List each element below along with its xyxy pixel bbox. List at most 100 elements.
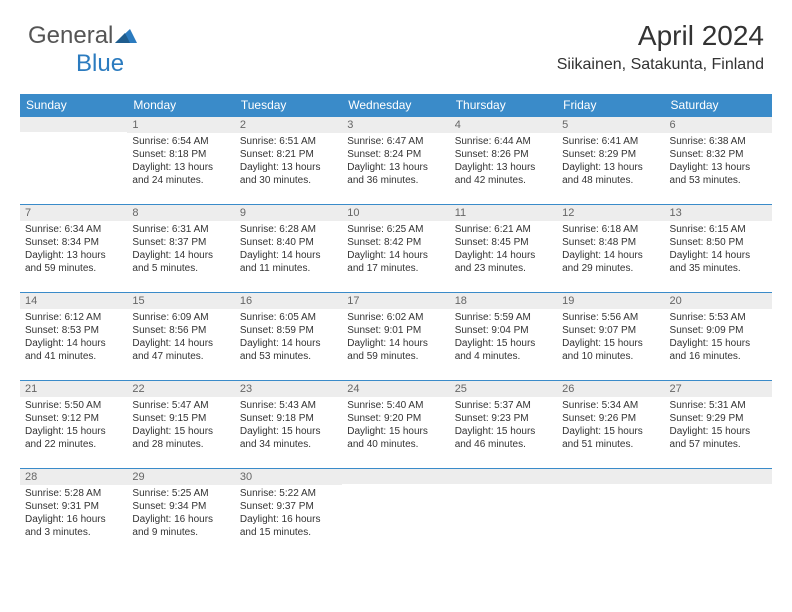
calendar-cell: 9Sunrise: 6:28 AMSunset: 8:40 PMDaylight… (235, 205, 342, 293)
sunset-text: Sunset: 9:37 PM (240, 500, 337, 513)
calendar-cell: 29Sunrise: 5:25 AMSunset: 9:34 PMDayligh… (127, 469, 234, 549)
daylight-text: Daylight: 14 hours and 29 minutes. (562, 249, 659, 275)
day-details: Sunrise: 5:40 AMSunset: 9:20 PMDaylight:… (342, 397, 449, 454)
day-number: 20 (665, 293, 772, 309)
sunset-text: Sunset: 8:21 PM (240, 148, 337, 161)
sunset-text: Sunset: 9:20 PM (347, 412, 444, 425)
calendar-cell: 15Sunrise: 6:09 AMSunset: 8:56 PMDayligh… (127, 293, 234, 381)
calendar-cell: 20Sunrise: 5:53 AMSunset: 9:09 PMDayligh… (665, 293, 772, 381)
day-details: Sunrise: 5:28 AMSunset: 9:31 PMDaylight:… (20, 485, 127, 542)
day-number: 7 (20, 205, 127, 221)
calendar-week-row: 1Sunrise: 6:54 AMSunset: 8:18 PMDaylight… (20, 117, 772, 205)
calendar-cell: 10Sunrise: 6:25 AMSunset: 8:42 PMDayligh… (342, 205, 449, 293)
calendar-cell: 5Sunrise: 6:41 AMSunset: 8:29 PMDaylight… (557, 117, 664, 205)
daylight-text: Daylight: 15 hours and 34 minutes. (240, 425, 337, 451)
day-number (342, 469, 449, 484)
sunset-text: Sunset: 8:53 PM (25, 324, 122, 337)
daylight-text: Daylight: 13 hours and 48 minutes. (562, 161, 659, 187)
sunset-text: Sunset: 8:37 PM (132, 236, 229, 249)
day-number: 19 (557, 293, 664, 309)
sunrise-text: Sunrise: 5:34 AM (562, 399, 659, 412)
day-details: Sunrise: 5:43 AMSunset: 9:18 PMDaylight:… (235, 397, 342, 454)
sunset-text: Sunset: 9:18 PM (240, 412, 337, 425)
daylight-text: Daylight: 14 hours and 53 minutes. (240, 337, 337, 363)
day-number: 6 (665, 117, 772, 133)
daylight-text: Daylight: 15 hours and 28 minutes. (132, 425, 229, 451)
daylight-text: Daylight: 15 hours and 22 minutes. (25, 425, 122, 451)
calendar-cell: 16Sunrise: 6:05 AMSunset: 8:59 PMDayligh… (235, 293, 342, 381)
calendar-cell: 13Sunrise: 6:15 AMSunset: 8:50 PMDayligh… (665, 205, 772, 293)
day-details: Sunrise: 6:47 AMSunset: 8:24 PMDaylight:… (342, 133, 449, 190)
day-number: 26 (557, 381, 664, 397)
day-number: 4 (450, 117, 557, 133)
day-details: Sunrise: 6:18 AMSunset: 8:48 PMDaylight:… (557, 221, 664, 278)
sunrise-text: Sunrise: 5:25 AM (132, 487, 229, 500)
day-details: Sunrise: 6:05 AMSunset: 8:59 PMDaylight:… (235, 309, 342, 366)
sunrise-text: Sunrise: 5:31 AM (670, 399, 767, 412)
day-number: 25 (450, 381, 557, 397)
calendar-cell: 12Sunrise: 6:18 AMSunset: 8:48 PMDayligh… (557, 205, 664, 293)
day-number: 3 (342, 117, 449, 133)
sunrise-text: Sunrise: 5:40 AM (347, 399, 444, 412)
day-number: 21 (20, 381, 127, 397)
day-number (20, 117, 127, 132)
day-details: Sunrise: 5:53 AMSunset: 9:09 PMDaylight:… (665, 309, 772, 366)
sunset-text: Sunset: 8:40 PM (240, 236, 337, 249)
day-number: 27 (665, 381, 772, 397)
sunset-text: Sunset: 8:29 PM (562, 148, 659, 161)
calendar-cell (450, 469, 557, 549)
sunset-text: Sunset: 8:42 PM (347, 236, 444, 249)
day-details: Sunrise: 5:25 AMSunset: 9:34 PMDaylight:… (127, 485, 234, 542)
daylight-text: Daylight: 14 hours and 35 minutes. (670, 249, 767, 275)
sunrise-text: Sunrise: 5:50 AM (25, 399, 122, 412)
weekday-header: Tuesday (235, 94, 342, 117)
calendar-cell: 3Sunrise: 6:47 AMSunset: 8:24 PMDaylight… (342, 117, 449, 205)
day-number: 13 (665, 205, 772, 221)
calendar-cell: 30Sunrise: 5:22 AMSunset: 9:37 PMDayligh… (235, 469, 342, 549)
weekday-header: Saturday (665, 94, 772, 117)
sunset-text: Sunset: 8:26 PM (455, 148, 552, 161)
daylight-text: Daylight: 14 hours and 5 minutes. (132, 249, 229, 275)
sunrise-text: Sunrise: 6:18 AM (562, 223, 659, 236)
calendar-cell: 24Sunrise: 5:40 AMSunset: 9:20 PMDayligh… (342, 381, 449, 469)
daylight-text: Daylight: 15 hours and 51 minutes. (562, 425, 659, 451)
day-details: Sunrise: 5:37 AMSunset: 9:23 PMDaylight:… (450, 397, 557, 454)
calendar-week-row: 7Sunrise: 6:34 AMSunset: 8:34 PMDaylight… (20, 205, 772, 293)
day-details: Sunrise: 5:56 AMSunset: 9:07 PMDaylight:… (557, 309, 664, 366)
calendar-week-row: 21Sunrise: 5:50 AMSunset: 9:12 PMDayligh… (20, 381, 772, 469)
daylight-text: Daylight: 14 hours and 11 minutes. (240, 249, 337, 275)
sunrise-text: Sunrise: 6:21 AM (455, 223, 552, 236)
day-number: 28 (20, 469, 127, 485)
daylight-text: Daylight: 16 hours and 15 minutes. (240, 513, 337, 539)
daylight-text: Daylight: 15 hours and 40 minutes. (347, 425, 444, 451)
day-number (557, 469, 664, 484)
daylight-text: Daylight: 13 hours and 59 minutes. (25, 249, 122, 275)
sunset-text: Sunset: 8:59 PM (240, 324, 337, 337)
weekday-header: Monday (127, 94, 234, 117)
calendar-cell: 18Sunrise: 5:59 AMSunset: 9:04 PMDayligh… (450, 293, 557, 381)
sunrise-text: Sunrise: 6:12 AM (25, 311, 122, 324)
daylight-text: Daylight: 14 hours and 23 minutes. (455, 249, 552, 275)
calendar-cell: 21Sunrise: 5:50 AMSunset: 9:12 PMDayligh… (20, 381, 127, 469)
logo: General Blue (28, 22, 137, 78)
day-details: Sunrise: 6:34 AMSunset: 8:34 PMDaylight:… (20, 221, 127, 278)
weekday-header: Sunday (20, 94, 127, 117)
sunset-text: Sunset: 8:24 PM (347, 148, 444, 161)
day-details: Sunrise: 5:59 AMSunset: 9:04 PMDaylight:… (450, 309, 557, 366)
day-details: Sunrise: 6:31 AMSunset: 8:37 PMDaylight:… (127, 221, 234, 278)
day-details: Sunrise: 6:09 AMSunset: 8:56 PMDaylight:… (127, 309, 234, 366)
weekday-header: Wednesday (342, 94, 449, 117)
day-details: Sunrise: 6:21 AMSunset: 8:45 PMDaylight:… (450, 221, 557, 278)
daylight-text: Daylight: 15 hours and 57 minutes. (670, 425, 767, 451)
daylight-text: Daylight: 14 hours and 59 minutes. (347, 337, 444, 363)
sunrise-text: Sunrise: 6:47 AM (347, 135, 444, 148)
daylight-text: Daylight: 15 hours and 16 minutes. (670, 337, 767, 363)
sunset-text: Sunset: 9:26 PM (562, 412, 659, 425)
sunrise-text: Sunrise: 5:37 AM (455, 399, 552, 412)
sunrise-text: Sunrise: 5:43 AM (240, 399, 337, 412)
calendar-table: Sunday Monday Tuesday Wednesday Thursday… (20, 94, 772, 549)
sunset-text: Sunset: 9:01 PM (347, 324, 444, 337)
day-details: Sunrise: 6:12 AMSunset: 8:53 PMDaylight:… (20, 309, 127, 366)
calendar-cell: 1Sunrise: 6:54 AMSunset: 8:18 PMDaylight… (127, 117, 234, 205)
day-details: Sunrise: 6:54 AMSunset: 8:18 PMDaylight:… (127, 133, 234, 190)
